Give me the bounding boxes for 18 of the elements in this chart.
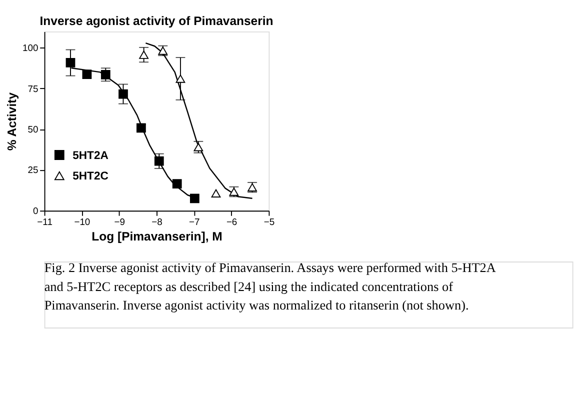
y-axis-title: % Activity bbox=[4, 92, 19, 151]
legend-label: 5HT2A bbox=[72, 150, 108, 162]
y-tick-label: 0 bbox=[32, 204, 38, 216]
x-tick-label: −11 bbox=[37, 216, 52, 228]
caption: Fig. 2 Inverse agonist activity of Pimavanserin. Assays were performed with 5-HT2A and 5-HT2C receptors as described [24] using the indicated concentrations of Pimavanserin. Inverse agonist activity was normalized to ritanserin (not shown). bbox=[44, 260, 496, 313]
x-axis-title: Log [Pimavanserin], M bbox=[92, 229, 222, 244]
y-tick-label: 100 bbox=[22, 42, 38, 54]
x-tick-label: −8 bbox=[152, 216, 162, 228]
y-tick-label: 25 bbox=[28, 164, 38, 176]
x-tick-label: −9 bbox=[114, 216, 125, 228]
x-tick-label: −7 bbox=[189, 216, 200, 228]
x-tick-label: −6 bbox=[226, 216, 238, 228]
y-tick-label: 50 bbox=[28, 124, 38, 134]
x-tick-label: −5 bbox=[264, 216, 275, 228]
chart-title: Inverse agonist activity of Pimavanserin bbox=[40, 14, 274, 28]
x-tick-label: −10 bbox=[74, 216, 90, 228]
y-tick-label: 75 bbox=[28, 82, 38, 94]
legend-label: 5HT2C bbox=[72, 170, 108, 183]
